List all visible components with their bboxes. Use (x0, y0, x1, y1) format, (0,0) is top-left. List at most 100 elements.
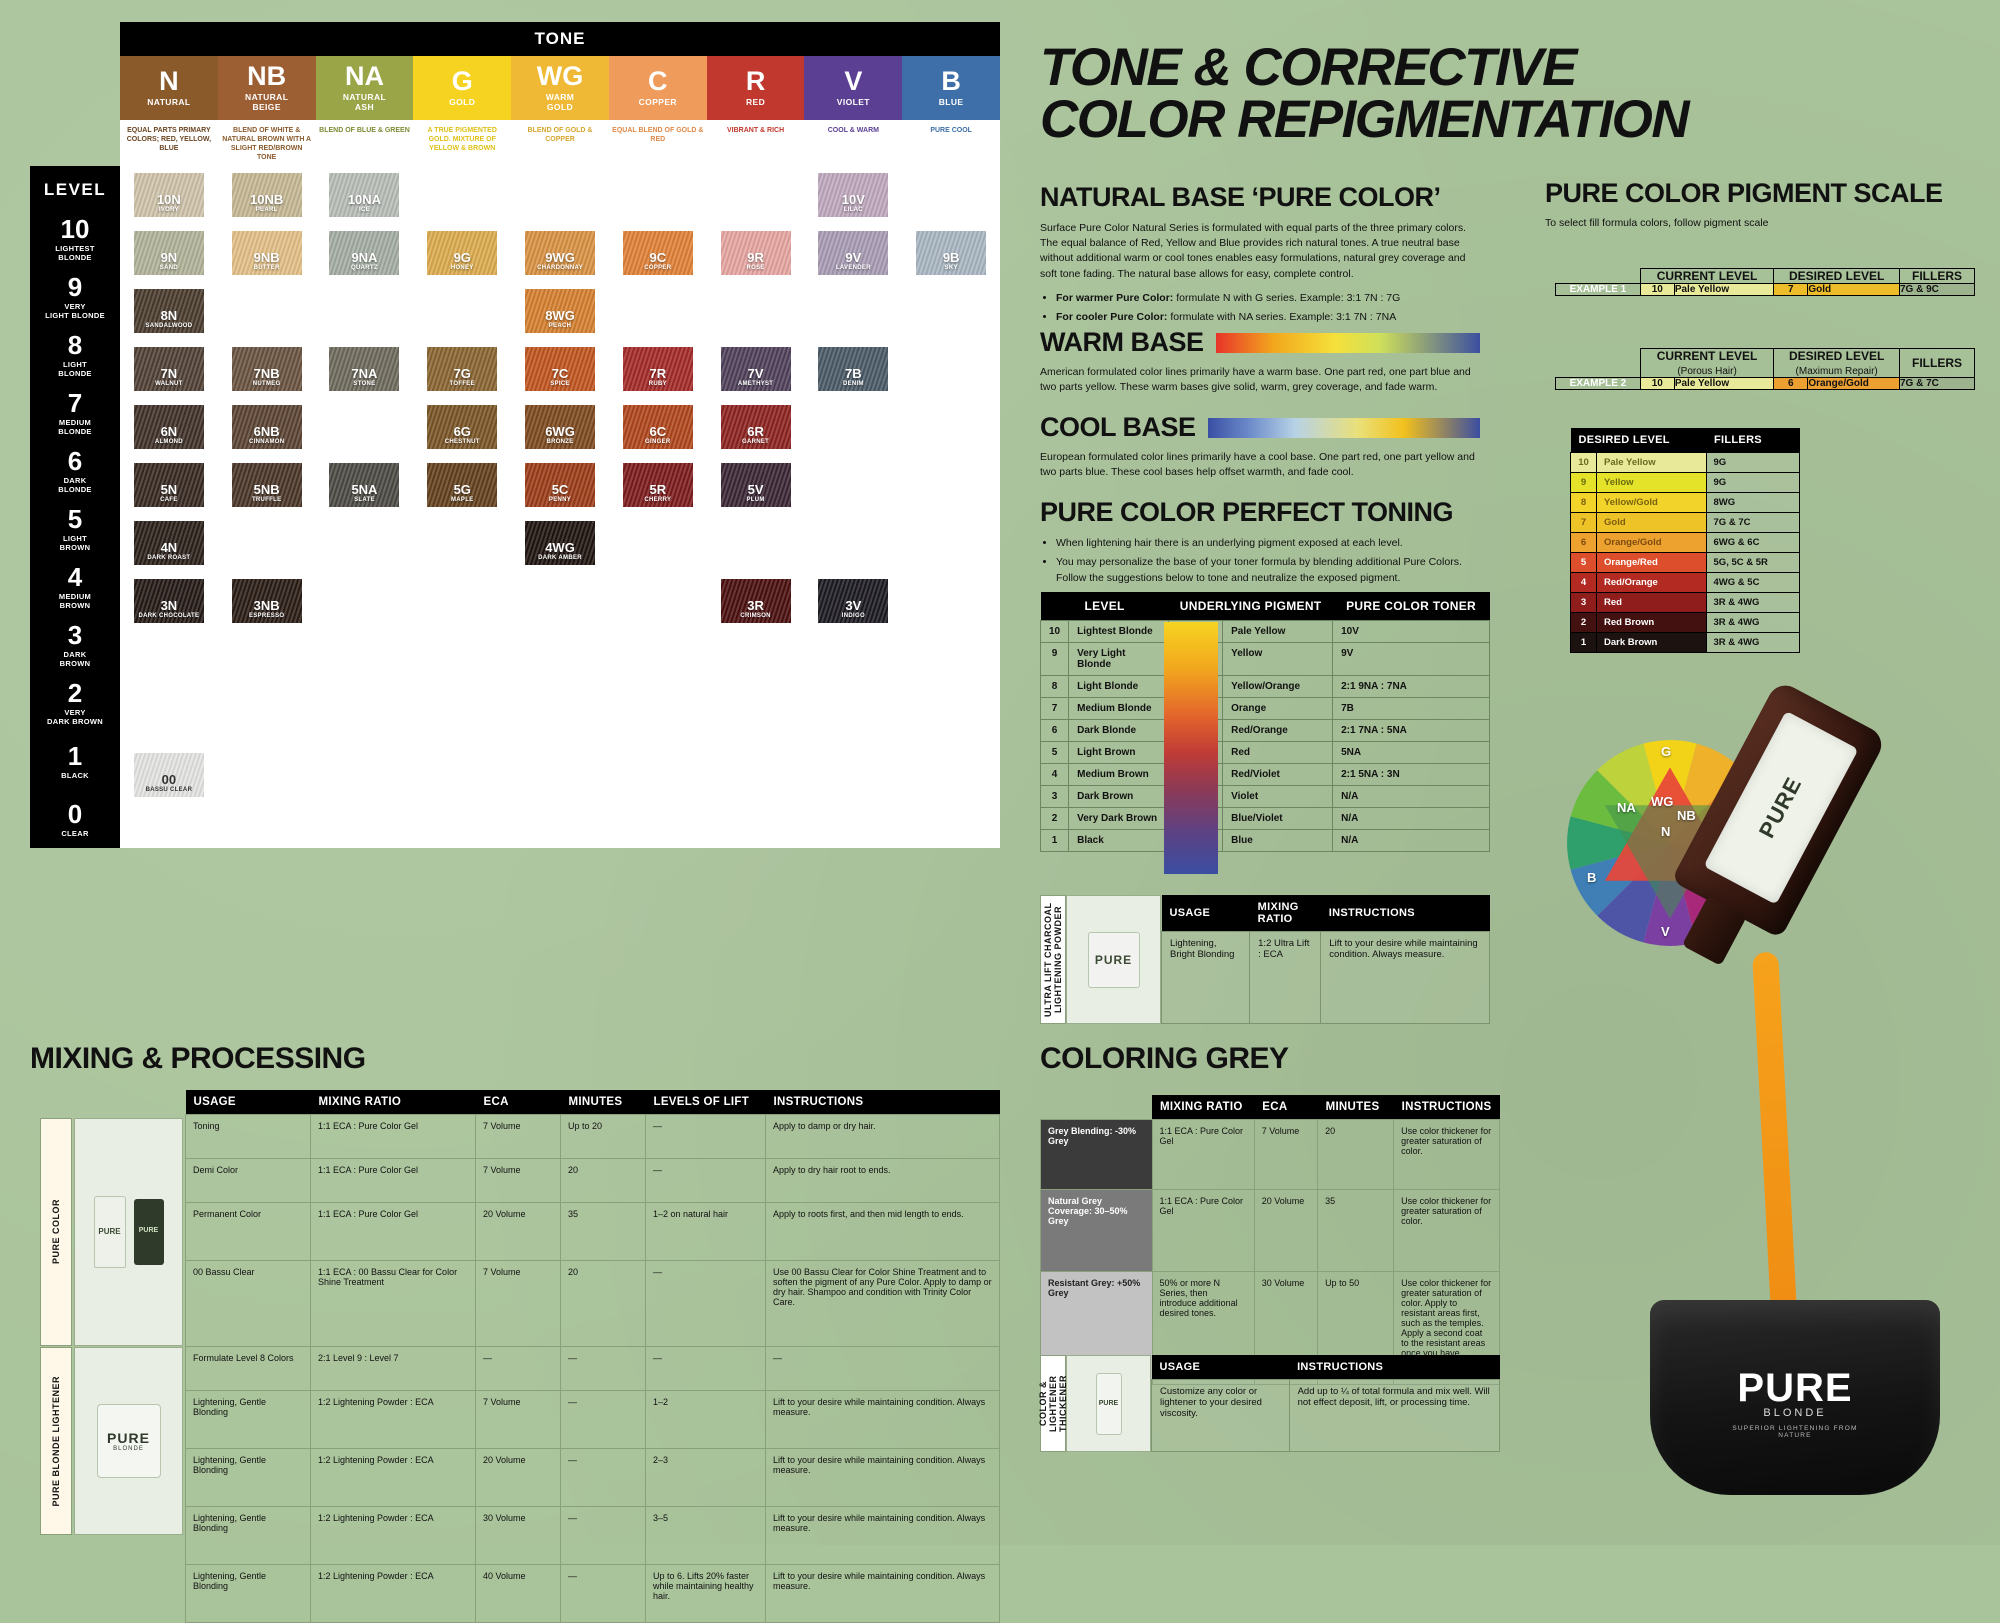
swatch-7na[interactable]: 7NA STONE (329, 347, 400, 392)
swatch-cell (707, 166, 805, 224)
swatch-cell (804, 456, 902, 514)
swatch-5g[interactable]: 5G MAPLE (427, 463, 498, 508)
tone-col-b[interactable]: B BLUE (902, 56, 1001, 120)
swatch-6wg[interactable]: 6WG BRONZE (525, 405, 596, 450)
swatch-10nb[interactable]: 10NB PEARL (231, 173, 302, 218)
swatch-6nb[interactable]: 6NB CINNAMON (231, 405, 302, 450)
swatch-5c[interactable]: 5C PENNY (525, 463, 596, 508)
swatch-9b[interactable]: 9B SKY (916, 231, 987, 276)
warm-base-gradient (1215, 332, 1480, 353)
chart-grid: LEVEL 10 LIGHTEST BLONDE 9 VERY LIGHT BLONDE 8… (30, 166, 1000, 849)
filler-value: 5G, 5C & 5R (1705, 552, 1801, 573)
natural-base-section: NATURAL BASE ‘PURE COLOR’ Surface Pure C… (1040, 182, 1480, 328)
mix-usage: Demi Color (185, 1158, 311, 1203)
swatch-4n[interactable]: 4N DARK ROAST (133, 521, 204, 566)
swatch-code: 6NB (253, 424, 280, 440)
swatch-code: 3NB (253, 598, 280, 614)
tone-name: NATURAL (147, 97, 191, 108)
swatch-5r[interactable]: 5R CHERRY (622, 463, 693, 508)
mix-min: — (560, 1448, 646, 1507)
ex1-desired-name: Gold (1807, 283, 1900, 296)
swatch-6c[interactable]: 6C GINGER (622, 405, 693, 450)
swatch-9n[interactable]: 9N SAND (133, 231, 204, 276)
tone-col-wg[interactable]: WG WARM GOLD (511, 56, 609, 120)
ultra-lift-section: ULTRA LIFT CHARCOAL LIGHTENING POWDER PU… (1040, 895, 1490, 1024)
swatch-code: 9B (942, 250, 960, 266)
swatch-cell (707, 514, 805, 572)
tone-col-n[interactable]: N NATURAL (120, 56, 218, 120)
filler-col-fillers: FILLERS (1706, 428, 1800, 453)
mix-instr: Apply to dry hair root to ends. (765, 1158, 1000, 1203)
tone-col-nb[interactable]: NB NATURAL BEIGE (217, 56, 316, 120)
swatch-9r[interactable]: 9R ROSE (720, 231, 791, 276)
swatch-10v[interactable]: 10V LILAC (818, 173, 889, 218)
swatch-cell (511, 572, 609, 630)
swatch-5n[interactable]: 5N CAFE (133, 463, 204, 508)
swatch-cell: 5NA SLATE (316, 456, 414, 514)
ultra-lift-tub: PURE (1087, 931, 1140, 988)
swatch-3nb[interactable]: 3NB ESPRESSO (231, 579, 302, 624)
swatch-name: SKY (944, 265, 958, 272)
swatch-code: 7R (649, 366, 667, 382)
swatch-9v[interactable]: 9V LAVENDER (818, 231, 889, 276)
swatch-3v[interactable]: 3V INDIGO (818, 579, 889, 624)
tone-col-v[interactable]: V VIOLET (804, 56, 903, 120)
swatch-4wg[interactable]: 4WG DARK AMBER (525, 521, 596, 566)
swatch-10n[interactable]: 10N IVORY (133, 173, 204, 218)
swatch-9na[interactable]: 9NA QUARTZ (329, 231, 400, 276)
swatch-name: STONE (353, 381, 376, 388)
filler-value: 9G (1705, 452, 1801, 473)
swatch-6g[interactable]: 6G CHESTNUT (427, 405, 498, 450)
swatch-9g[interactable]: 9G HONEY (427, 231, 498, 276)
swatch-9wg[interactable]: 9WG CHARDONNAY (525, 231, 596, 276)
swatch-9nb[interactable]: 9NB BUTTER (231, 231, 302, 276)
swatch-cell (511, 688, 609, 746)
swatch-name: GARNET (742, 439, 770, 446)
mixing-group-2-label: PURE BLONDE LIGHTENER (51, 1375, 61, 1507)
swatch-7n[interactable]: 7N WALNUT (133, 347, 204, 392)
swatch-name: DARK ROAST (147, 555, 191, 562)
swatch-6r[interactable]: 6R GARNET (720, 405, 791, 450)
pt-level-name: Light Brown (1068, 741, 1170, 764)
swatch-7b[interactable]: 7B DENIM (818, 347, 889, 392)
swatch-cell (902, 688, 1000, 746)
swatch-00[interactable]: 00 BASSU CLEAR (133, 753, 204, 798)
swatch-5nb[interactable]: 5NB TRUFFLE (231, 463, 302, 508)
swatch-7v[interactable]: 7V AMETHYST (720, 347, 791, 392)
swatch-cell (316, 572, 414, 630)
swatch-7r[interactable]: 7R RUBY (622, 347, 693, 392)
pt-level-name: Medium Brown (1068, 763, 1170, 786)
tone-col-na[interactable]: NA NATURAL ASH (315, 56, 414, 120)
warm-base-body: American formulated color lines primaril… (1040, 366, 1471, 394)
swatch-8n[interactable]: 8N SANDALWOOD (133, 289, 204, 334)
swatch-7c[interactable]: 7C SPICE (525, 347, 596, 392)
tone-code: C (648, 66, 668, 97)
swatch-5v[interactable]: 5V PLUM (720, 463, 791, 508)
swatch-cell (902, 572, 1000, 630)
swatch-code: 7NA (351, 366, 378, 382)
swatch-9c[interactable]: 9C COPPER (622, 231, 693, 276)
tone-descriptions: EQUAL PARTS PRIMARY COLORS; RED, YELLOW,… (120, 120, 1000, 167)
tone-col-r[interactable]: R RED (706, 56, 805, 120)
pt-pigment: Orange (1222, 697, 1334, 720)
swatch-7nb[interactable]: 7NB NUTMEG (231, 347, 302, 392)
swatch-row: 7N WALNUT 7NB NUTMEG 7NA STONE 7G TOFFEE 7C SPICE… (120, 340, 1000, 398)
tone-code: V (844, 66, 863, 97)
swatch-10na[interactable]: 10NA ICE (329, 173, 400, 218)
swatch-5na[interactable]: 5NA SLATE (329, 463, 400, 508)
swatch-3r[interactable]: 3R CRIMSON (720, 579, 791, 624)
swatch-row: 3N DARK CHOCOLATE 3NB ESPRESSO 3R CRIMSON 3V IN… (120, 572, 1000, 630)
pt-toner: 2:1 7NA : 5NA (1332, 719, 1490, 742)
swatch-7g[interactable]: 7G TOFFEE (427, 347, 498, 392)
tone-code: WG (536, 61, 584, 92)
grey-eca: 20 Volume (1253, 1189, 1319, 1272)
swatch-6n[interactable]: 6N ALMOND (133, 405, 204, 450)
swatch-cell: 7V AMETHYST (707, 340, 805, 398)
swatch-3n[interactable]: 3N DARK CHOCOLATE (133, 579, 204, 624)
tone-col-c[interactable]: C COPPER (608, 56, 707, 120)
tone-col-g[interactable]: G GOLD (413, 56, 512, 120)
coloring-grey-table: MIXING RATIO ECA MINUTES INSTRUCTIONS Grey … (1040, 1095, 1500, 1385)
perfect-toning-table-wrap: LEVEL UNDERLYING PIGMENT PURE COLOR TONER … (1039, 592, 1490, 874)
swatch-8wg[interactable]: 8WG PEACH (525, 289, 596, 334)
pt-row: 7 Medium Blonde Orange 7B (1039, 697, 1490, 720)
